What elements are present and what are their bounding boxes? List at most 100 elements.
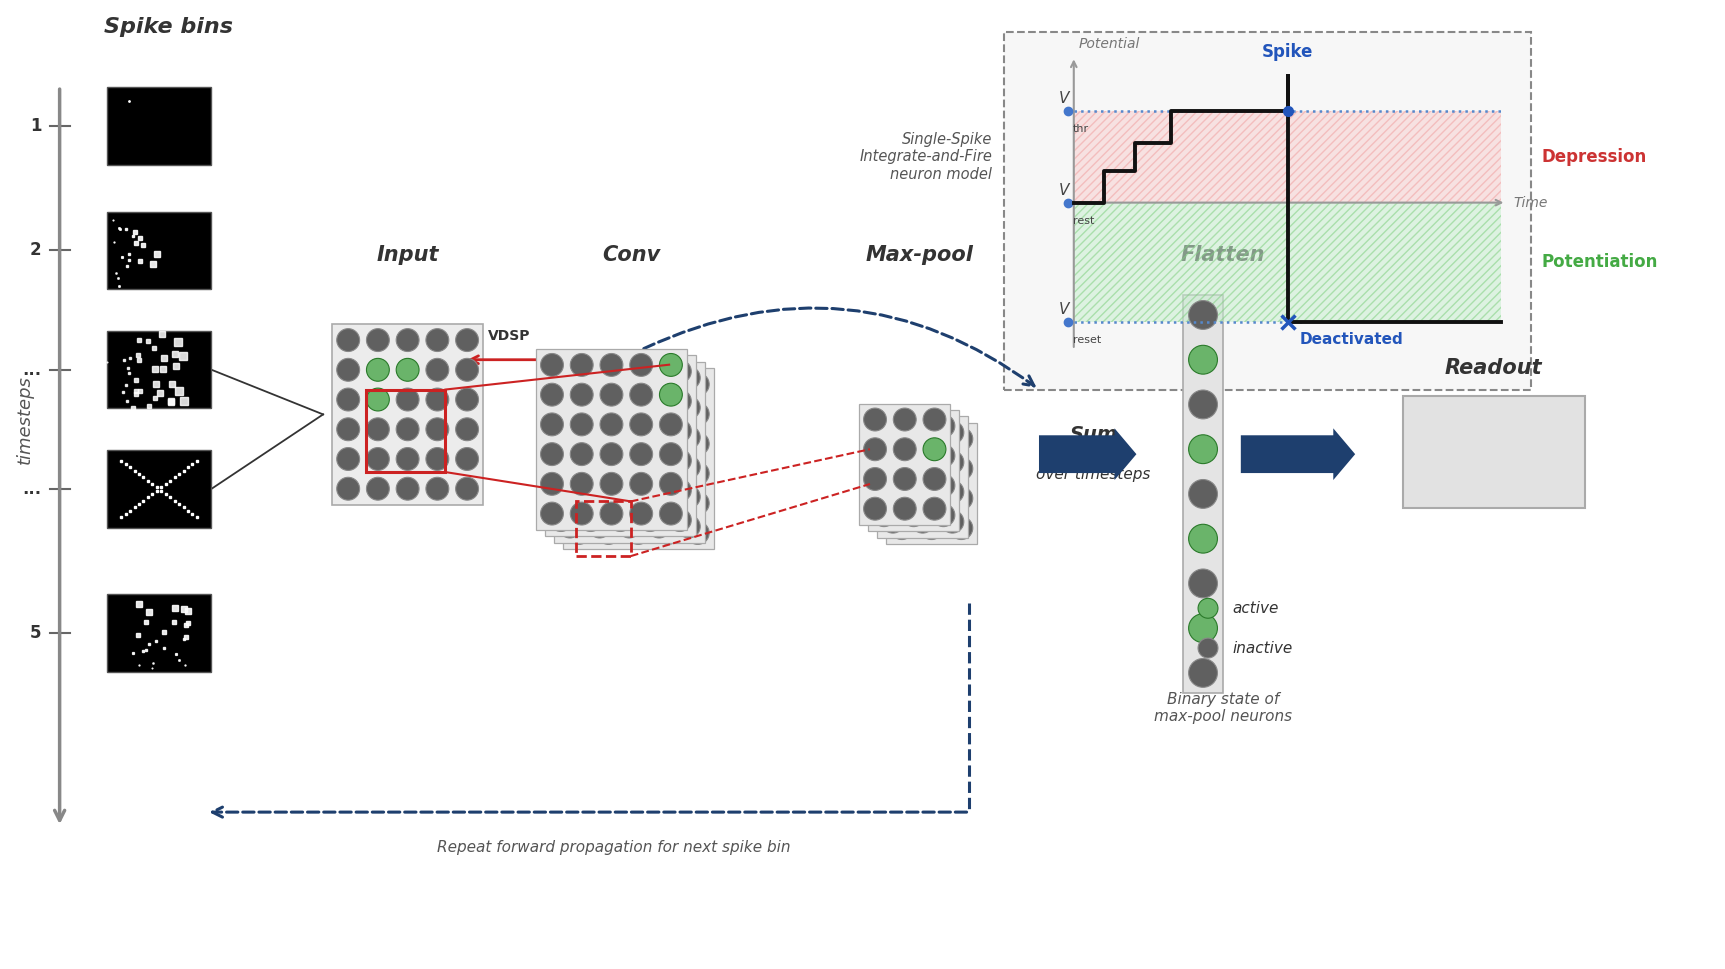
Circle shape (1199, 598, 1218, 618)
Circle shape (540, 502, 564, 525)
Circle shape (687, 403, 709, 425)
Polygon shape (1287, 203, 1501, 322)
Circle shape (597, 521, 619, 545)
Circle shape (687, 373, 709, 395)
Circle shape (678, 455, 700, 479)
Circle shape (588, 455, 611, 479)
Circle shape (571, 473, 593, 495)
Bar (107, 594, 210, 672)
Circle shape (626, 462, 650, 484)
Circle shape (923, 468, 945, 490)
Circle shape (890, 457, 913, 480)
Circle shape (950, 516, 973, 540)
Circle shape (540, 443, 564, 465)
Circle shape (902, 474, 925, 497)
Circle shape (687, 492, 709, 515)
Circle shape (550, 390, 573, 413)
Circle shape (618, 516, 640, 538)
Circle shape (336, 418, 359, 441)
Bar (536, 349, 687, 530)
Circle shape (540, 413, 564, 436)
Text: Potential: Potential (1078, 38, 1140, 51)
Polygon shape (1073, 203, 1287, 322)
Circle shape (580, 390, 602, 413)
Polygon shape (1073, 111, 1287, 203)
Circle shape (588, 426, 611, 449)
Circle shape (568, 373, 590, 395)
Text: Max-pool: Max-pool (866, 245, 973, 266)
Circle shape (940, 481, 964, 503)
Circle shape (873, 474, 895, 497)
Circle shape (571, 413, 593, 436)
FancyArrow shape (1240, 428, 1356, 480)
Circle shape (618, 366, 640, 390)
Bar (554, 361, 706, 543)
Circle shape (1189, 391, 1218, 419)
Circle shape (638, 390, 662, 413)
Circle shape (568, 403, 590, 425)
Circle shape (609, 420, 631, 442)
Text: Spike bins: Spike bins (105, 16, 233, 37)
Circle shape (890, 516, 913, 540)
Circle shape (881, 481, 904, 503)
Text: 2: 2 (29, 241, 41, 260)
Circle shape (568, 432, 590, 455)
Text: Repeat forward propagation for next spike bin: Repeat forward propagation for next spik… (436, 840, 790, 855)
Circle shape (678, 426, 700, 449)
Text: Deactivated: Deactivated (1299, 331, 1402, 347)
Circle shape (559, 485, 581, 508)
Circle shape (647, 485, 671, 508)
Circle shape (597, 492, 619, 515)
Circle shape (571, 502, 593, 525)
Text: Single-Spike
Integrate-and-Fire
neuron model: Single-Spike Integrate-and-Fire neuron m… (859, 132, 992, 182)
Circle shape (919, 457, 944, 480)
Circle shape (902, 415, 925, 437)
Circle shape (647, 516, 671, 538)
Circle shape (687, 462, 709, 484)
Circle shape (600, 443, 623, 465)
Circle shape (659, 473, 683, 495)
Circle shape (1189, 435, 1218, 463)
Text: VDSP: VDSP (488, 328, 531, 343)
Text: Linear
SVM: Linear SVM (1459, 431, 1528, 472)
Circle shape (609, 479, 631, 502)
Circle shape (597, 373, 619, 395)
Circle shape (426, 478, 448, 500)
Circle shape (894, 468, 916, 490)
Circle shape (426, 448, 448, 470)
Circle shape (550, 359, 573, 383)
Circle shape (940, 511, 964, 533)
Circle shape (580, 420, 602, 442)
Circle shape (902, 504, 925, 526)
Circle shape (950, 457, 973, 480)
Circle shape (618, 455, 640, 479)
Circle shape (940, 451, 964, 474)
Circle shape (940, 421, 964, 444)
Bar (545, 356, 695, 536)
Bar (333, 324, 483, 505)
Text: Potentiation: Potentiation (1540, 253, 1658, 271)
Circle shape (638, 450, 662, 472)
Circle shape (600, 502, 623, 525)
Text: inactive: inactive (1233, 641, 1294, 656)
Text: ...: ... (22, 360, 41, 379)
Text: ...: ... (22, 480, 41, 498)
Circle shape (911, 451, 933, 474)
Circle shape (397, 448, 419, 470)
Circle shape (618, 485, 640, 508)
Circle shape (1189, 345, 1218, 374)
Circle shape (571, 443, 593, 465)
Circle shape (657, 521, 680, 545)
Text: V: V (1059, 91, 1070, 107)
Circle shape (890, 487, 913, 510)
Circle shape (950, 427, 973, 451)
Circle shape (668, 359, 692, 383)
Circle shape (668, 390, 692, 413)
Circle shape (609, 390, 631, 413)
Circle shape (638, 359, 662, 383)
Text: timesteps: timesteps (16, 375, 34, 464)
Circle shape (336, 389, 359, 411)
Circle shape (659, 502, 683, 525)
Circle shape (336, 359, 359, 381)
Text: Input: Input (376, 245, 438, 266)
